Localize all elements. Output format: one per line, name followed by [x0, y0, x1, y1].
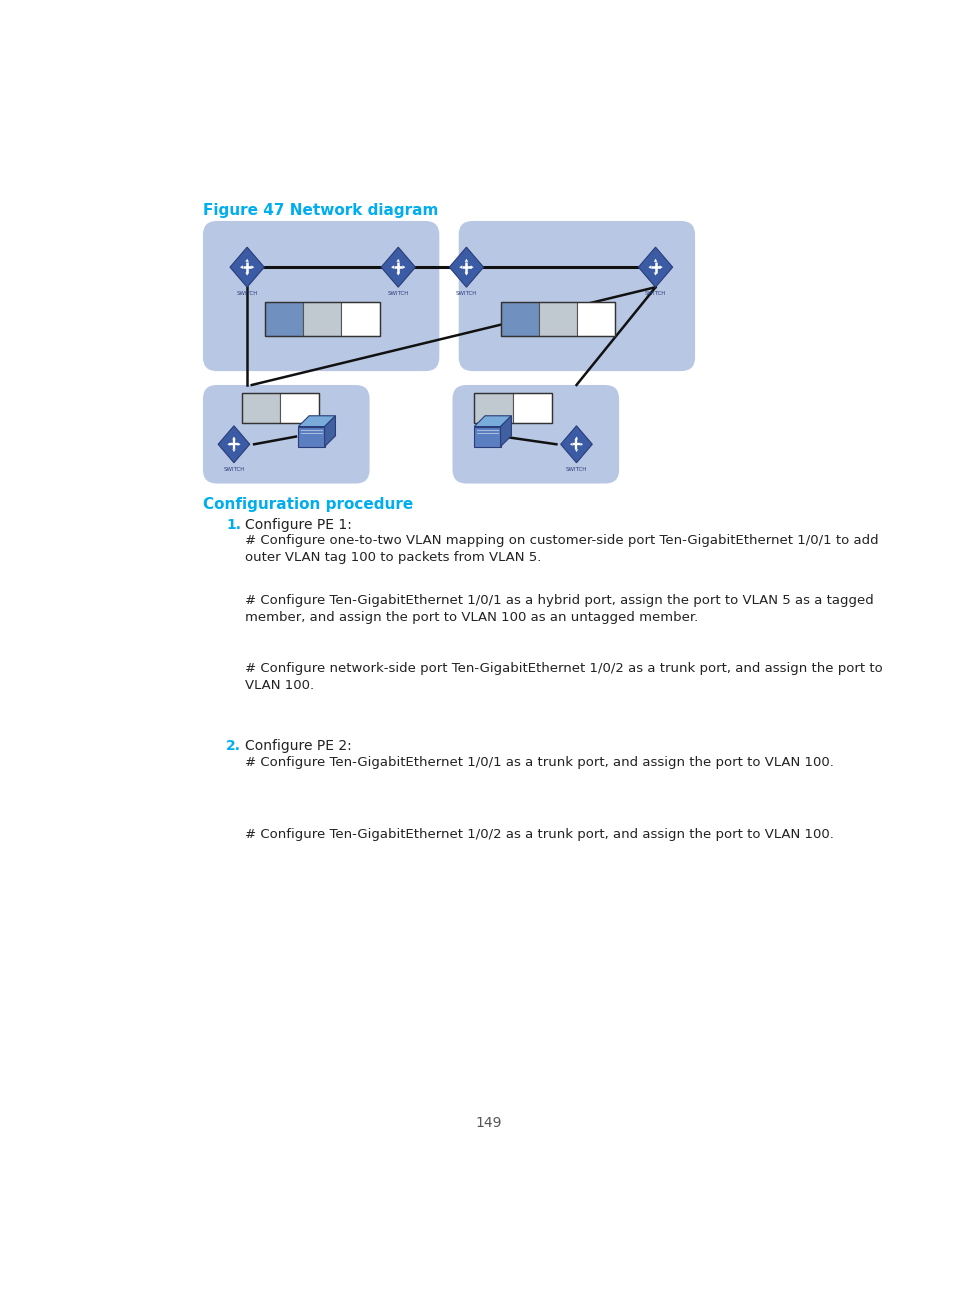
Text: Figure 47 Network diagram: Figure 47 Network diagram — [203, 203, 437, 218]
Text: Configuration procedure: Configuration procedure — [203, 496, 413, 512]
Polygon shape — [575, 437, 578, 439]
Polygon shape — [391, 266, 394, 270]
Bar — [241, 393, 280, 424]
Bar — [298, 426, 324, 447]
Polygon shape — [474, 416, 511, 426]
Polygon shape — [240, 266, 243, 270]
Bar — [500, 302, 538, 337]
Bar — [241, 393, 319, 424]
Text: SWITCH: SWITCH — [223, 467, 244, 472]
Text: Configure PE 1:: Configure PE 1: — [245, 518, 352, 533]
Polygon shape — [458, 266, 462, 270]
Bar — [265, 302, 303, 337]
Polygon shape — [218, 426, 250, 463]
Text: # Configure Ten-GigabitEthernet 1/0/1 as a hybrid port, assign the port to VLAN : # Configure Ten-GigabitEthernet 1/0/1 as… — [245, 595, 873, 625]
FancyBboxPatch shape — [203, 385, 369, 483]
Polygon shape — [464, 272, 468, 276]
Bar — [341, 302, 379, 337]
Polygon shape — [380, 248, 415, 288]
Text: SWITCH: SWITCH — [644, 292, 665, 295]
Bar — [474, 393, 551, 424]
Polygon shape — [298, 416, 335, 426]
Text: # Configure network-side port Ten-GigabitEthernet 1/0/2 as a trunk port, and ass: # Configure network-side port Ten-Gigabi… — [245, 662, 882, 692]
Polygon shape — [464, 259, 468, 262]
Polygon shape — [230, 248, 264, 288]
Text: 1.: 1. — [226, 518, 241, 533]
FancyBboxPatch shape — [452, 385, 618, 483]
Polygon shape — [402, 266, 405, 270]
Bar — [474, 426, 500, 447]
Polygon shape — [324, 416, 335, 447]
Polygon shape — [575, 450, 578, 452]
Text: SWITCH: SWITCH — [236, 292, 257, 295]
Bar — [513, 393, 551, 424]
Text: Configure PE 2:: Configure PE 2: — [245, 739, 352, 753]
Bar — [280, 393, 319, 424]
Polygon shape — [237, 443, 240, 446]
Bar — [303, 302, 341, 337]
Polygon shape — [245, 259, 249, 262]
Polygon shape — [648, 266, 651, 270]
Bar — [474, 393, 513, 424]
Polygon shape — [638, 248, 672, 288]
Text: 2.: 2. — [226, 739, 241, 753]
Polygon shape — [470, 266, 473, 270]
Polygon shape — [500, 416, 511, 447]
Polygon shape — [396, 272, 399, 276]
Bar — [538, 302, 577, 337]
Bar — [500, 302, 615, 337]
Text: # Configure one-to-two VLAN mapping on customer-side port Ten-GigabitEthernet 1/: # Configure one-to-two VLAN mapping on c… — [245, 534, 878, 564]
Text: # Configure Ten-GigabitEthernet 1/0/1 as a trunk port, and assign the port to VL: # Configure Ten-GigabitEthernet 1/0/1 as… — [245, 756, 833, 769]
Polygon shape — [653, 272, 657, 276]
FancyBboxPatch shape — [458, 222, 695, 371]
Bar — [577, 302, 615, 337]
Polygon shape — [659, 266, 662, 270]
Text: SWITCH: SWITCH — [456, 292, 476, 295]
Polygon shape — [251, 266, 254, 270]
Text: # Configure Ten-GigabitEthernet 1/0/2 as a trunk port, and assign the port to VL: # Configure Ten-GigabitEthernet 1/0/2 as… — [245, 828, 833, 841]
Polygon shape — [227, 443, 230, 446]
Polygon shape — [232, 437, 235, 439]
Text: SWITCH: SWITCH — [565, 467, 587, 472]
Polygon shape — [449, 248, 483, 288]
Text: SWITCH: SWITCH — [387, 292, 409, 295]
Polygon shape — [579, 443, 582, 446]
Polygon shape — [232, 450, 235, 452]
FancyBboxPatch shape — [203, 222, 439, 371]
Polygon shape — [396, 259, 399, 262]
Polygon shape — [653, 259, 657, 262]
Bar — [265, 302, 379, 337]
Polygon shape — [245, 272, 249, 276]
Polygon shape — [560, 426, 592, 463]
Text: 149: 149 — [476, 1116, 501, 1130]
Polygon shape — [569, 443, 572, 446]
